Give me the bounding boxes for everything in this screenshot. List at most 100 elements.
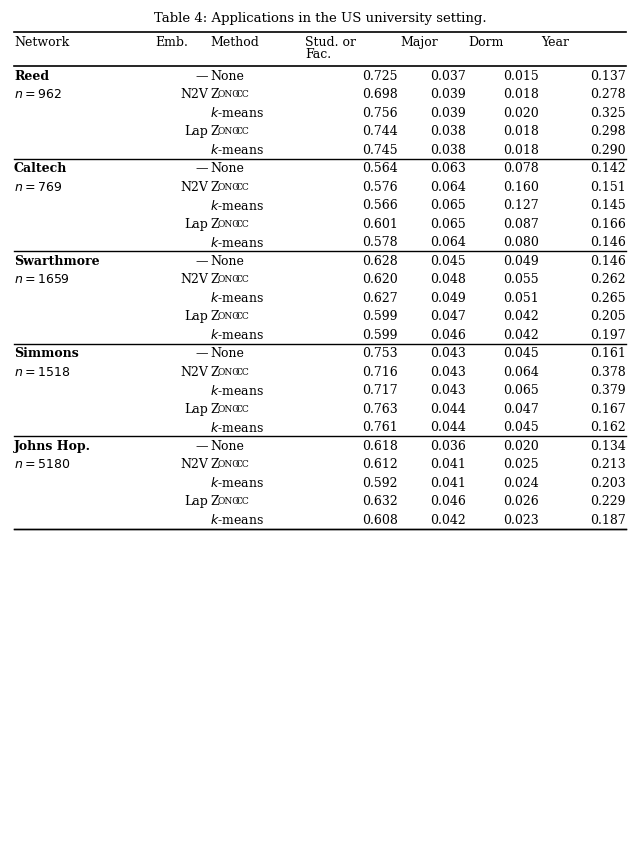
Text: $n = 962$: $n = 962$ bbox=[14, 89, 62, 101]
Text: 0.042: 0.042 bbox=[503, 310, 539, 323]
Text: $k$-means: $k$-means bbox=[210, 420, 264, 435]
Text: N2V: N2V bbox=[180, 180, 208, 194]
Text: 0.378: 0.378 bbox=[590, 366, 626, 379]
Text: CC: CC bbox=[236, 460, 250, 469]
Text: 0.197: 0.197 bbox=[590, 328, 626, 341]
Text: —: — bbox=[195, 163, 208, 175]
Text: 0.566: 0.566 bbox=[362, 199, 398, 212]
Text: 0.044: 0.044 bbox=[430, 403, 466, 415]
Text: CC: CC bbox=[236, 312, 250, 321]
Text: 0.167: 0.167 bbox=[590, 403, 626, 415]
Text: 0.037: 0.037 bbox=[430, 70, 466, 83]
Text: $n = 5180$: $n = 5180$ bbox=[14, 458, 70, 471]
Text: 0.278: 0.278 bbox=[590, 89, 626, 101]
Text: 0.325: 0.325 bbox=[590, 106, 626, 120]
Text: CC: CC bbox=[236, 220, 250, 229]
Text: 0.744: 0.744 bbox=[362, 125, 398, 138]
Text: ONO: ONO bbox=[218, 368, 240, 377]
Text: 0.064: 0.064 bbox=[430, 237, 466, 249]
Text: 0.753: 0.753 bbox=[362, 347, 398, 360]
Text: Simmons: Simmons bbox=[14, 347, 79, 360]
Text: Major: Major bbox=[400, 36, 438, 49]
Text: 0.756: 0.756 bbox=[362, 106, 398, 120]
Text: $k$-means: $k$-means bbox=[210, 291, 264, 306]
Text: 0.087: 0.087 bbox=[503, 218, 539, 231]
Text: ONO: ONO bbox=[218, 90, 240, 100]
Text: 0.379: 0.379 bbox=[590, 384, 626, 397]
Text: N2V: N2V bbox=[180, 89, 208, 101]
Text: 0.146: 0.146 bbox=[590, 237, 626, 249]
Text: ONO: ONO bbox=[218, 460, 240, 469]
Text: 0.024: 0.024 bbox=[503, 477, 539, 489]
Text: 0.047: 0.047 bbox=[430, 310, 466, 323]
Text: ONO: ONO bbox=[218, 405, 240, 414]
Text: 0.262: 0.262 bbox=[590, 273, 626, 286]
Text: 0.055: 0.055 bbox=[504, 273, 539, 286]
Text: 0.576: 0.576 bbox=[362, 180, 398, 194]
Text: 0.592: 0.592 bbox=[362, 477, 398, 489]
Text: 0.698: 0.698 bbox=[362, 89, 398, 101]
Text: Lap: Lap bbox=[184, 403, 208, 415]
Text: 0.039: 0.039 bbox=[430, 106, 466, 120]
Text: 0.608: 0.608 bbox=[362, 514, 398, 527]
Text: 0.018: 0.018 bbox=[503, 125, 539, 138]
Text: 0.620: 0.620 bbox=[362, 273, 398, 286]
Text: 0.038: 0.038 bbox=[430, 144, 466, 157]
Text: 0.042: 0.042 bbox=[503, 328, 539, 341]
Text: 0.142: 0.142 bbox=[590, 163, 626, 175]
Text: Z: Z bbox=[210, 403, 219, 415]
Text: 0.020: 0.020 bbox=[503, 106, 539, 120]
Text: Fac.: Fac. bbox=[305, 48, 331, 61]
Text: 0.205: 0.205 bbox=[590, 310, 626, 323]
Text: 0.137: 0.137 bbox=[590, 70, 626, 83]
Text: CC: CC bbox=[236, 405, 250, 414]
Text: 0.599: 0.599 bbox=[362, 328, 398, 341]
Text: Johns Hop.: Johns Hop. bbox=[14, 440, 91, 453]
Text: 0.065: 0.065 bbox=[430, 199, 466, 212]
Text: 0.041: 0.041 bbox=[430, 477, 466, 489]
Text: None: None bbox=[210, 440, 244, 453]
Text: 0.578: 0.578 bbox=[362, 237, 398, 249]
Text: 0.036: 0.036 bbox=[430, 440, 466, 453]
Text: Z: Z bbox=[210, 310, 219, 323]
Text: ONO: ONO bbox=[218, 220, 240, 229]
Text: ONO: ONO bbox=[218, 497, 240, 506]
Text: Table 4: Applications in the US university setting.: Table 4: Applications in the US universi… bbox=[154, 12, 486, 25]
Text: 0.628: 0.628 bbox=[362, 254, 398, 268]
Text: 0.761: 0.761 bbox=[362, 421, 398, 434]
Text: $k$-means: $k$-means bbox=[210, 143, 264, 157]
Text: 0.025: 0.025 bbox=[504, 458, 539, 471]
Text: 0.213: 0.213 bbox=[590, 458, 626, 471]
Text: 0.020: 0.020 bbox=[503, 440, 539, 453]
Text: 0.187: 0.187 bbox=[590, 514, 626, 527]
Text: Z: Z bbox=[210, 125, 219, 138]
Text: 0.047: 0.047 bbox=[503, 403, 539, 415]
Text: 0.039: 0.039 bbox=[430, 89, 466, 101]
Text: 0.042: 0.042 bbox=[430, 514, 466, 527]
Text: 0.203: 0.203 bbox=[590, 477, 626, 489]
Text: 0.134: 0.134 bbox=[590, 440, 626, 453]
Text: None: None bbox=[210, 347, 244, 360]
Text: Reed: Reed bbox=[14, 70, 49, 83]
Text: ONO: ONO bbox=[218, 183, 240, 191]
Text: Dorm: Dorm bbox=[468, 36, 504, 49]
Text: Lap: Lap bbox=[184, 218, 208, 231]
Text: 0.049: 0.049 bbox=[430, 292, 466, 305]
Text: None: None bbox=[210, 254, 244, 268]
Text: Z: Z bbox=[210, 180, 219, 194]
Text: CC: CC bbox=[236, 497, 250, 506]
Text: Z: Z bbox=[210, 458, 219, 471]
Text: 0.049: 0.049 bbox=[503, 254, 539, 268]
Text: —: — bbox=[195, 347, 208, 360]
Text: 0.725: 0.725 bbox=[362, 70, 398, 83]
Text: 0.078: 0.078 bbox=[503, 163, 539, 175]
Text: CC: CC bbox=[236, 183, 250, 191]
Text: 0.618: 0.618 bbox=[362, 440, 398, 453]
Text: 0.045: 0.045 bbox=[503, 421, 539, 434]
Text: Z: Z bbox=[210, 218, 219, 231]
Text: —: — bbox=[195, 70, 208, 83]
Text: 0.717: 0.717 bbox=[362, 384, 398, 397]
Text: Z: Z bbox=[210, 273, 219, 286]
Text: 0.162: 0.162 bbox=[590, 421, 626, 434]
Text: $k$-means: $k$-means bbox=[210, 106, 264, 120]
